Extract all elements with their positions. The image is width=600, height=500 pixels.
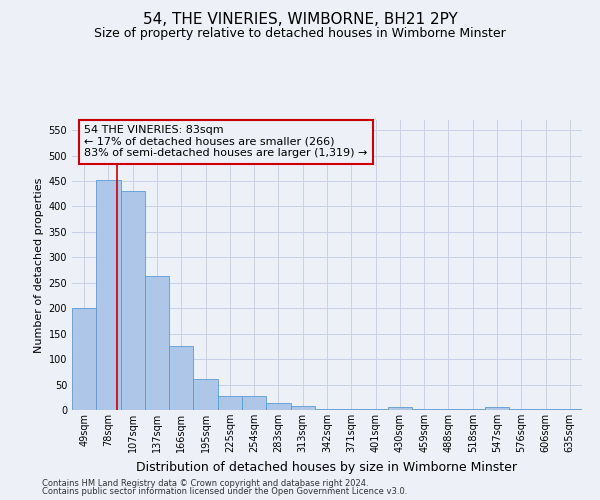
Text: 54, THE VINERIES, WIMBORNE, BH21 2PY: 54, THE VINERIES, WIMBORNE, BH21 2PY — [143, 12, 457, 28]
X-axis label: Distribution of detached houses by size in Wimborne Minster: Distribution of detached houses by size … — [137, 460, 517, 473]
Bar — [121, 191, 145, 410]
Bar — [266, 404, 290, 410]
Text: 54 THE VINERIES: 83sqm
← 17% of detached houses are smaller (266)
83% of semi-de: 54 THE VINERIES: 83sqm ← 17% of detached… — [84, 125, 368, 158]
Bar — [242, 396, 266, 410]
Y-axis label: Number of detached properties: Number of detached properties — [34, 178, 44, 352]
Bar — [218, 396, 242, 410]
Bar — [72, 308, 96, 410]
Bar — [290, 406, 315, 410]
Bar — [485, 408, 509, 410]
Bar — [193, 379, 218, 410]
Bar — [388, 407, 412, 410]
Text: Contains public sector information licensed under the Open Government Licence v3: Contains public sector information licen… — [42, 487, 407, 496]
Bar — [169, 346, 193, 410]
Bar — [96, 180, 121, 410]
Text: Contains HM Land Registry data © Crown copyright and database right 2024.: Contains HM Land Registry data © Crown c… — [42, 478, 368, 488]
Text: Size of property relative to detached houses in Wimborne Minster: Size of property relative to detached ho… — [94, 28, 506, 40]
Bar — [145, 276, 169, 410]
